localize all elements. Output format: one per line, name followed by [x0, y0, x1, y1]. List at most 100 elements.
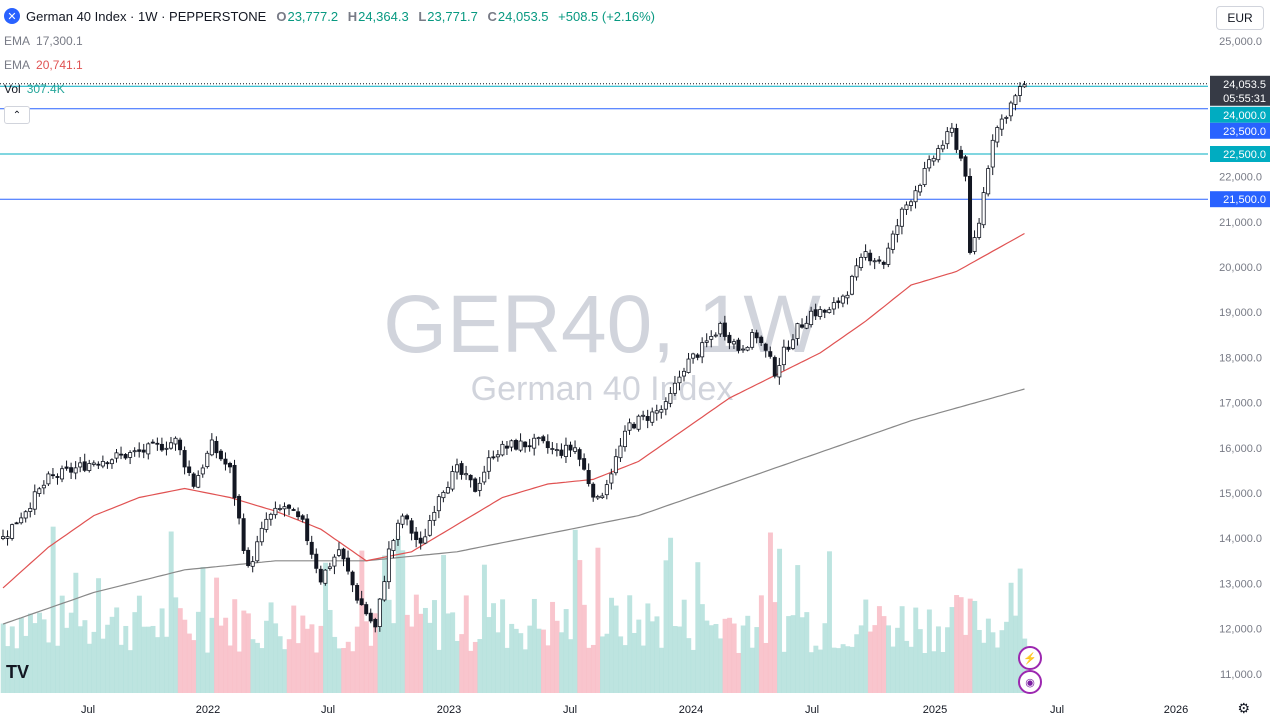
- volume-bar: [672, 626, 678, 693]
- volume-bar: [472, 641, 478, 693]
- candle-up: [809, 310, 814, 326]
- candle: [23, 510, 28, 523]
- candle: [87, 459, 92, 473]
- candle: [250, 556, 255, 573]
- tradingview-logo[interactable]: TV: [6, 662, 30, 682]
- gear-icon[interactable]: ⚙: [1237, 700, 1250, 716]
- candle: [178, 437, 183, 456]
- candle: [772, 355, 777, 379]
- candle: [568, 441, 573, 457]
- volume-bar: [304, 628, 310, 693]
- vol-label: Vol: [4, 82, 21, 96]
- candle-up: [818, 309, 823, 317]
- ema-fast-label: EMA: [4, 58, 31, 72]
- candle: [600, 492, 605, 499]
- candle-up: [750, 332, 755, 348]
- globe-icon[interactable]: ◉: [1018, 670, 1042, 694]
- candle: [60, 465, 65, 483]
- volume-bar: [486, 617, 492, 693]
- volume-bar: [200, 566, 206, 693]
- candle-up: [668, 393, 673, 404]
- symbol-logo-icon[interactable]: ✕: [4, 8, 20, 24]
- candle-up: [1004, 116, 1009, 119]
- candle: [414, 527, 419, 548]
- volume-bar: [445, 613, 451, 693]
- volume-bar: [345, 641, 351, 693]
- volume-bar: [468, 650, 474, 693]
- candle-down: [187, 466, 192, 473]
- volume-bar: [427, 622, 433, 693]
- candle: [495, 449, 500, 462]
- currency-button[interactable]: EUR: [1216, 6, 1264, 30]
- volume-bar: [377, 598, 383, 693]
- volume-bar: [173, 597, 179, 693]
- level-price-label: 21,500.0: [1223, 194, 1266, 206]
- candle-up: [777, 365, 782, 378]
- lightning-icon[interactable]: ⚡: [1018, 646, 1042, 670]
- candle: [82, 453, 87, 473]
- candle-up: [78, 462, 83, 468]
- high-label: H: [347, 8, 358, 24]
- volume-bar: [182, 619, 188, 693]
- candle: [105, 461, 110, 469]
- candle-up: [264, 518, 269, 530]
- candle: [986, 165, 991, 197]
- low-value: 23,771.7: [427, 8, 478, 24]
- candle-down: [309, 541, 314, 555]
- volume-bar: [799, 617, 805, 693]
- y-tick-label: 21,000.0: [1219, 217, 1262, 229]
- volume-bar: [967, 598, 973, 693]
- candle-up: [28, 508, 33, 512]
- candle-up: [641, 414, 646, 417]
- candle: [577, 447, 582, 467]
- candle-up: [709, 336, 714, 340]
- volume-legend[interactable]: Vol 307.4K: [4, 82, 65, 96]
- candle: [709, 330, 714, 348]
- volume-bar: [150, 625, 156, 693]
- volume-bar: [209, 617, 215, 693]
- candle-up: [518, 440, 523, 451]
- ema-fast-legend[interactable]: EMA 20,741.1: [4, 58, 83, 72]
- candle: [622, 425, 627, 452]
- candle-down: [822, 309, 827, 313]
- candle-up: [327, 566, 332, 569]
- candle-down: [359, 598, 364, 606]
- x-tick-label: Jul: [1050, 704, 1064, 716]
- candle-up: [109, 459, 114, 465]
- candle-up: [532, 437, 537, 449]
- candle-down: [123, 454, 128, 459]
- watermark-name: German 40 Index: [471, 370, 734, 408]
- candle-down: [341, 548, 346, 560]
- candle: [995, 125, 1000, 148]
- candle-up: [114, 452, 119, 459]
- candle-up: [790, 339, 795, 349]
- ema-slow-legend[interactable]: EMA 17,300.1: [4, 34, 83, 48]
- volume-bar: [681, 599, 687, 693]
- volume-bar: [214, 577, 220, 693]
- candle-up: [400, 515, 405, 525]
- collapse-legend-button[interactable]: ⌃: [4, 106, 30, 124]
- volume-bar: [931, 651, 937, 693]
- candle: [341, 547, 346, 567]
- candle: [550, 442, 555, 455]
- candle: [427, 514, 432, 537]
- candle-up: [450, 471, 455, 490]
- volume-bar: [373, 613, 378, 693]
- candle-up: [60, 468, 65, 480]
- volume-bar: [336, 648, 342, 693]
- candle-up: [19, 517, 24, 524]
- candle-up: [781, 346, 786, 366]
- y-tick-label: 15,000.0: [1219, 488, 1262, 500]
- price-labels: 24,053.5 05:55:31 24,000.0 23,500.0 22,500.0…: [1210, 75, 1270, 208]
- candle-down: [459, 463, 464, 475]
- candle: [741, 345, 746, 353]
- open-label: O: [276, 8, 287, 24]
- candle-down: [300, 515, 305, 520]
- symbol-title[interactable]: German 40 Index · 1W · PEPPERSTONE: [26, 8, 267, 24]
- volume-bar: [777, 548, 783, 693]
- y-tick-label: 25,000.0: [1219, 36, 1262, 48]
- volume-bar: [96, 578, 102, 693]
- volume-bar: [23, 635, 29, 693]
- volume-bar: [613, 605, 619, 693]
